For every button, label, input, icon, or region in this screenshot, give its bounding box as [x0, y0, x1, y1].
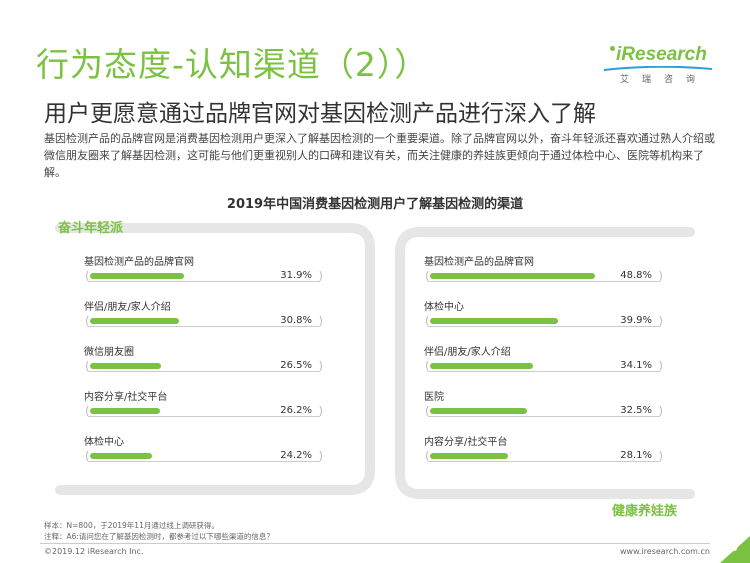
- bar-bracket: [426, 405, 662, 417]
- page-subtitle: 用户更愿意通过品牌官网对基因检测产品进行深入了解: [44, 101, 596, 127]
- footer-website: www.iresearch.com.cn: [620, 547, 710, 556]
- bar-value-label: 24.2%: [280, 450, 312, 461]
- bar-item: 内容分享/社交平台 26.2%: [84, 388, 324, 426]
- bar-fill: [430, 363, 534, 369]
- bar-item: 体检中心 39.9%: [424, 298, 664, 336]
- bar-fill: [90, 273, 184, 279]
- bar-bracket: [86, 405, 322, 417]
- bar-fill: [90, 318, 180, 324]
- logo-wordmark: iResearch: [616, 44, 707, 65]
- question-note: 注释：A6:请问您在了解基因检测时，都参考过以下哪些渠道的信息？: [44, 532, 274, 541]
- bar-bracket: [426, 270, 662, 282]
- bar-bracket: [426, 360, 662, 372]
- bar-fill: [430, 408, 527, 414]
- logo-swoosh-icon: [604, 66, 712, 71]
- bar-fill: [90, 453, 152, 459]
- bar-value-label: 28.1%: [620, 450, 652, 461]
- bar-value-label: 26.5%: [280, 360, 312, 371]
- bar-category-label: 内容分享/社交平台: [424, 437, 508, 448]
- bar-category-label: 基因检测产品的品牌官网: [424, 257, 534, 268]
- bar-category-label: 体检中心: [424, 302, 464, 313]
- bar-bracket: [426, 450, 662, 462]
- logo-dot: [610, 46, 615, 51]
- bar-value-label: 39.9%: [620, 315, 652, 326]
- bar-value-label: 34.1%: [620, 360, 652, 371]
- bar-value-label: 26.2%: [280, 405, 312, 416]
- bar-category-label: 基因检测产品的品牌官网: [84, 257, 194, 268]
- right-group-frame: [395, 227, 695, 499]
- page-corner-shape: [720, 536, 750, 563]
- footer-copyright: ©2019.12 iResearch Inc.: [44, 547, 144, 556]
- bar-bracket: [86, 315, 322, 327]
- group-label-right: 健康养娃族: [612, 504, 678, 519]
- bar-item: 伴侣/朋友/家人介绍 34.1%: [424, 343, 664, 381]
- bar-value-label: 31.9%: [280, 270, 312, 281]
- bar-category-label: 伴侣/朋友/家人介绍: [424, 347, 511, 358]
- bar-category-label: 体检中心: [84, 437, 124, 448]
- sample-note: 样本：N=800，于2019年11月通过线上调研获得。: [44, 521, 219, 530]
- bar-fill: [90, 408, 161, 414]
- description-text: 基因检测产品的品牌官网是消费基因检测用户更深入了解基因检测的一个重要渠道。除了品…: [44, 132, 715, 179]
- brand-logo: iResearch 艾瑞咨询: [596, 44, 718, 86]
- bar-bracket: [86, 270, 322, 282]
- bar-item: 体检中心 24.2%: [84, 433, 324, 471]
- chart-title: 2019年中国消费基因检测用户了解基因检测的渠道: [226, 197, 524, 212]
- bar-category-label: 内容分享/社交平台: [84, 392, 168, 403]
- bar-category-label: 医院: [424, 392, 444, 403]
- bar-item: 基因检测产品的品牌官网 48.8%: [424, 253, 664, 291]
- group-label-left: 奋斗年轻派: [58, 221, 124, 236]
- bar-bracket: [86, 450, 322, 462]
- bar-fill: [430, 453, 509, 459]
- left-group-frame: [55, 223, 375, 495]
- page-title: 行为态度-认知渠道（2））: [36, 45, 429, 84]
- footer-divider: [40, 543, 710, 544]
- bar-value-label: 48.8%: [620, 270, 652, 281]
- bar-fill: [90, 363, 162, 369]
- bar-bracket: [86, 360, 322, 372]
- bar-category-label: 微信朋友圈: [84, 347, 134, 358]
- bar-item: 医院 32.5%: [424, 388, 664, 426]
- bar-value-label: 32.5%: [620, 405, 652, 416]
- bar-item: 伴侣/朋友/家人介绍 30.8%: [84, 298, 324, 336]
- bar-item: 微信朋友圈 26.5%: [84, 343, 324, 381]
- bar-item: 内容分享/社交平台 28.1%: [424, 433, 664, 471]
- bar-fill: [430, 273, 595, 279]
- bar-category-label: 伴侣/朋友/家人介绍: [84, 302, 171, 313]
- bar-fill: [430, 318, 558, 324]
- bar-bracket: [426, 315, 662, 327]
- bar-item: 基因检测产品的品牌官网 31.9%: [84, 253, 324, 291]
- page-number: 29: [724, 543, 738, 554]
- logo-subtitle: 艾瑞咨询: [620, 75, 709, 85]
- bar-value-label: 30.8%: [280, 315, 312, 326]
